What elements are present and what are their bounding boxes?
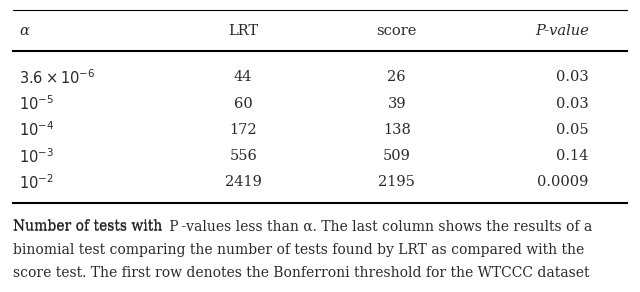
Text: 2419: 2419 [225,175,262,190]
Text: 0.03: 0.03 [556,70,589,84]
Text: LRT: LRT [228,24,259,38]
Text: $10^{-3}$: $10^{-3}$ [19,147,54,166]
Text: $10^{-4}$: $10^{-4}$ [19,121,54,139]
Text: 0.0009: 0.0009 [538,175,589,190]
Text: 0.05: 0.05 [556,123,589,137]
Text: P-value: P-value [535,24,589,38]
Text: Number of tests with: Number of tests with [13,219,166,233]
Text: 556: 556 [229,149,257,163]
Text: score: score [376,24,417,38]
Text: $3.6 \times 10^{-6}$: $3.6 \times 10^{-6}$ [19,68,95,87]
Text: 0.03: 0.03 [556,97,589,111]
Text: 0.14: 0.14 [556,149,589,163]
Text: $10^{-2}$: $10^{-2}$ [19,173,54,192]
Text: 26: 26 [387,70,406,84]
Text: $10^{-5}$: $10^{-5}$ [19,94,54,113]
Text: 2195: 2195 [378,175,415,190]
Text: 60: 60 [234,97,253,111]
Text: Number of tests with  P -values less than α. The last column shows the results o: Number of tests with P -values less than… [13,219,592,233]
Text: score test. The first row denotes the Bonferroni threshold for the WTCCC dataset: score test. The first row denotes the Bo… [13,266,589,280]
Text: 172: 172 [229,123,257,137]
Text: 44: 44 [234,70,252,84]
Text: binomial test comparing the number of tests found by LRT as compared with the: binomial test comparing the number of te… [13,243,584,257]
Text: 509: 509 [383,149,411,163]
Text: α: α [19,24,29,38]
Text: 39: 39 [387,97,406,111]
Text: 138: 138 [383,123,411,137]
